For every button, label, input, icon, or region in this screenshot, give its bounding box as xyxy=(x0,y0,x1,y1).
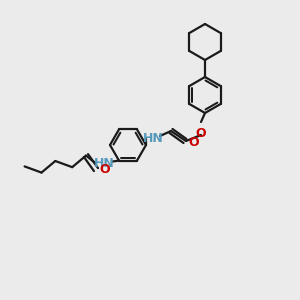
Text: HN: HN xyxy=(94,157,114,170)
Text: O: O xyxy=(188,136,199,149)
Text: HN: HN xyxy=(142,133,164,146)
Text: O: O xyxy=(196,127,206,140)
Text: O: O xyxy=(99,163,110,176)
